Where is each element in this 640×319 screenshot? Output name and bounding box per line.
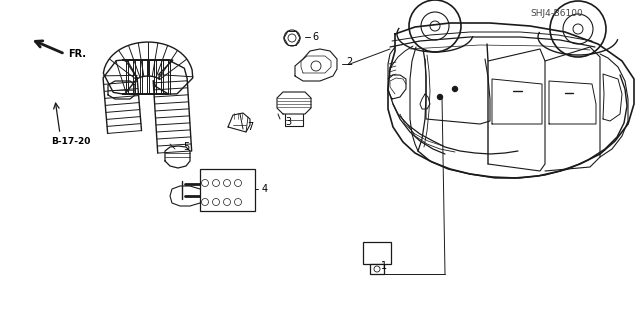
Text: 3: 3: [285, 117, 291, 127]
FancyBboxPatch shape: [200, 169, 255, 211]
Text: FR.: FR.: [68, 49, 86, 59]
Circle shape: [452, 86, 458, 92]
FancyBboxPatch shape: [363, 242, 391, 264]
Text: 6: 6: [312, 32, 318, 42]
Text: 1: 1: [381, 261, 387, 271]
FancyBboxPatch shape: [370, 264, 384, 274]
Text: 7: 7: [247, 122, 253, 132]
Text: 4: 4: [262, 184, 268, 194]
Text: 2: 2: [346, 57, 352, 67]
Text: B-17-20: B-17-20: [51, 137, 90, 145]
Text: SHJ4-B6100: SHJ4-B6100: [530, 10, 583, 19]
Circle shape: [438, 94, 442, 100]
Text: 5: 5: [183, 142, 189, 152]
